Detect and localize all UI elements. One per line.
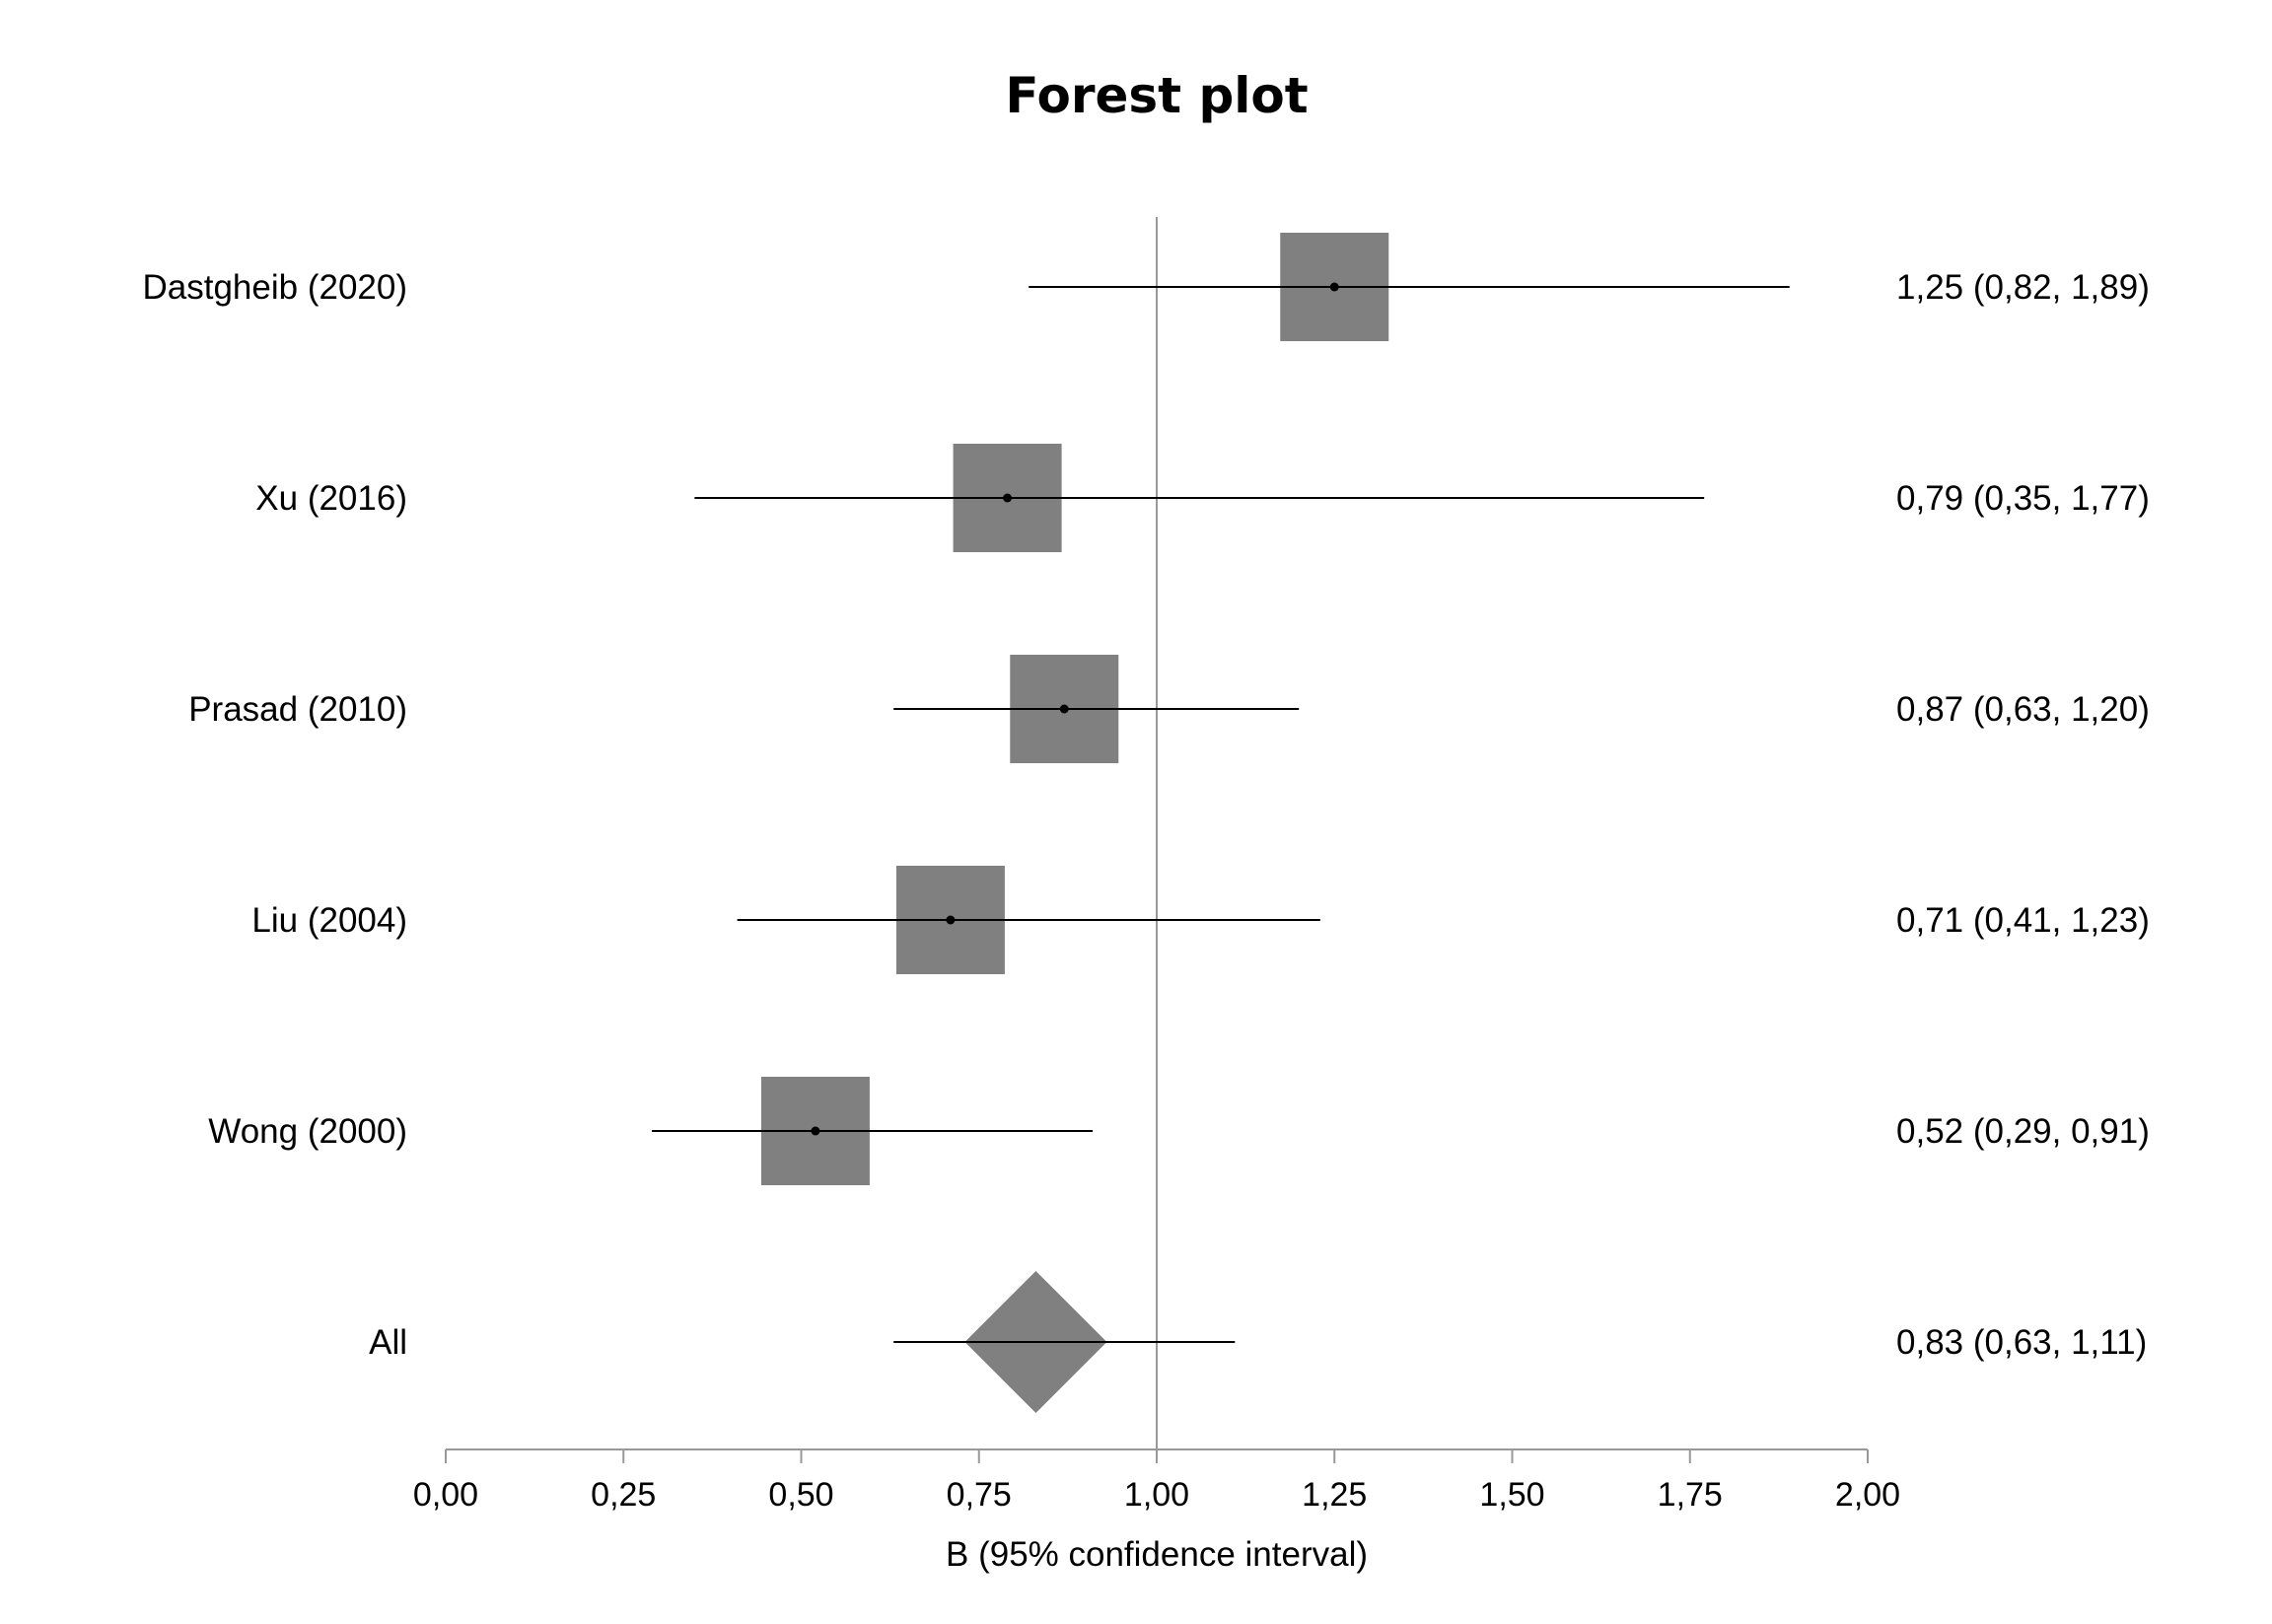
point-estimate-dot xyxy=(811,1126,820,1136)
study-label: Xu (2016) xyxy=(255,479,407,518)
point-estimate-dot xyxy=(1059,704,1069,714)
x-tick-label: 0,25 xyxy=(591,1476,656,1514)
study-label: Dastgheib (2020) xyxy=(143,268,408,307)
x-tick-label: 1,00 xyxy=(1124,1476,1189,1514)
x-tick-label: 1,75 xyxy=(1658,1476,1723,1514)
plot-area: Dastgheib (2020) 1,25 (0,82, 1,89) Xu (201… xyxy=(143,217,2150,1449)
x-tick-label: 2,00 xyxy=(1835,1476,1900,1514)
x-tick-label: 0,00 xyxy=(413,1476,478,1514)
x-tick-label: 1,25 xyxy=(1302,1476,1367,1514)
x-tick-label: 0,75 xyxy=(947,1476,1012,1514)
study-row: Prasad (2010) 0,87 (0,63, 1,20) xyxy=(188,655,2150,763)
chart-title: Forest plot xyxy=(1005,67,1308,124)
pooled-row: All 0,83 (0,63, 1,11) xyxy=(369,1271,2147,1413)
x-axis-label: B (95% confidence interval) xyxy=(946,1535,1368,1574)
study-ci-text: 0,52 (0,29, 0,91) xyxy=(1896,1112,2150,1151)
study-ci-text: 0,79 (0,35, 1,77) xyxy=(1896,479,2150,518)
point-estimate-dot xyxy=(946,915,956,925)
study-row: Xu (2016) 0,79 (0,35, 1,77) xyxy=(255,444,2150,552)
pooled-label: All xyxy=(369,1323,407,1362)
study-ci-text: 0,87 (0,63, 1,20) xyxy=(1896,690,2150,729)
study-label: Wong (2000) xyxy=(208,1112,407,1151)
x-tick-label: 1,50 xyxy=(1479,1476,1544,1514)
study-row: Liu (2004) 0,71 (0,41, 1,23) xyxy=(251,866,2150,974)
study-row: Dastgheib (2020) 1,25 (0,82, 1,89) xyxy=(143,233,2150,341)
study-label: Liu (2004) xyxy=(251,901,407,940)
study-row: Wong (2000) 0,52 (0,29, 0,91) xyxy=(208,1077,2150,1185)
point-estimate-dot xyxy=(1003,493,1013,503)
study-label: Prasad (2010) xyxy=(188,690,407,729)
pooled-ci-text: 0,83 (0,63, 1,11) xyxy=(1896,1323,2147,1362)
point-estimate-dot xyxy=(1329,282,1339,292)
x-tick-label: 0,50 xyxy=(768,1476,833,1514)
x-axis: 0,00 0,25 0,50 0,75 1,00 1,25 1,50 1,75 2,00 xyxy=(413,1448,1900,1514)
study-ci-text: 1,25 (0,82, 1,89) xyxy=(1896,268,2150,307)
study-ci-text: 0,71 (0,41, 1,23) xyxy=(1896,901,2150,940)
